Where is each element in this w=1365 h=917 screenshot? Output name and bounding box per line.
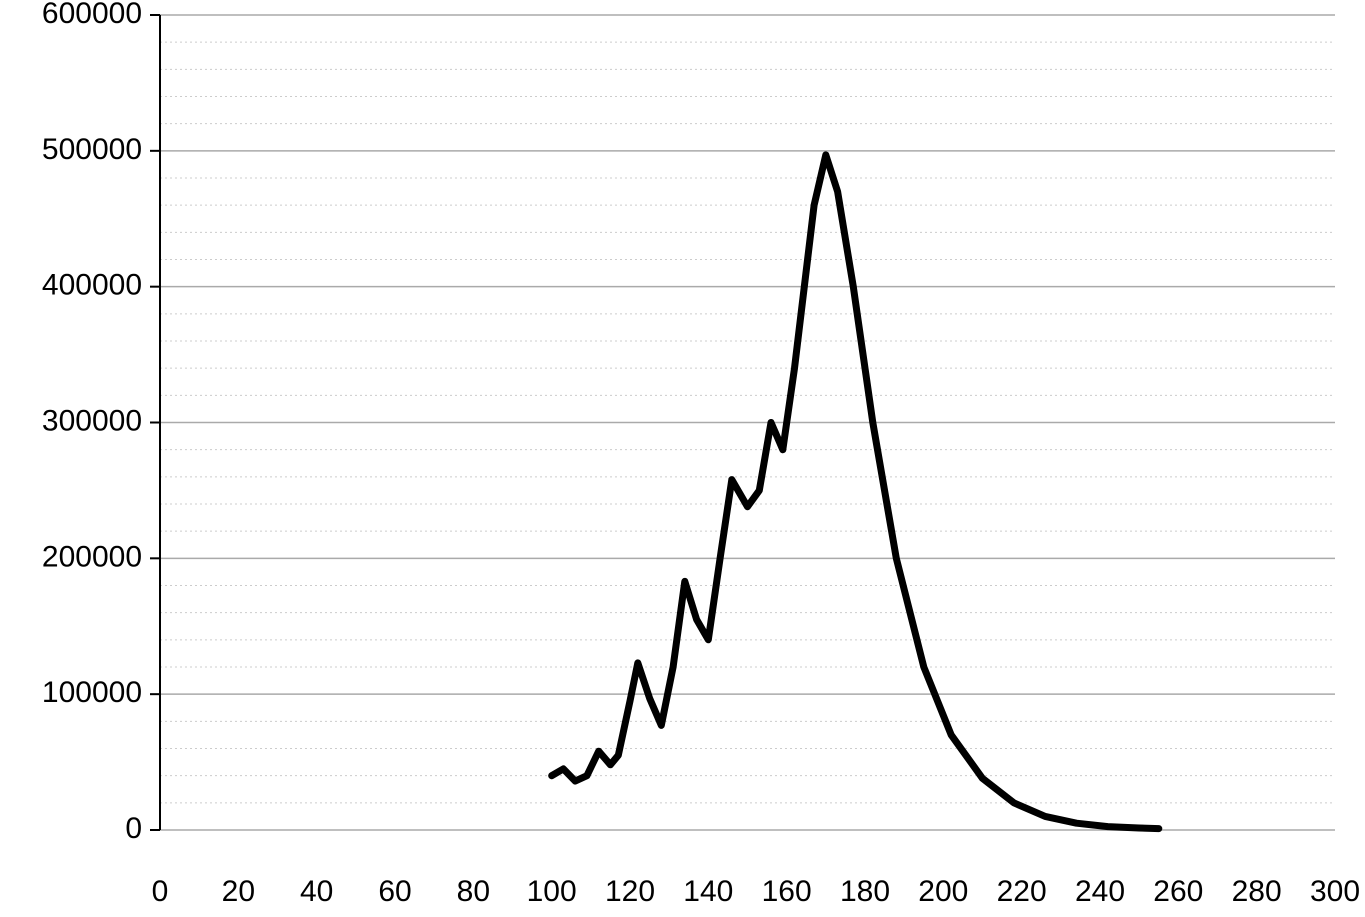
x-tick-label: 300 [1310, 875, 1360, 908]
x-tick-label: 80 [457, 875, 490, 908]
y-tick-label: 0 [125, 812, 142, 845]
y-tick-label: 100000 [42, 676, 142, 709]
x-tick-label: 20 [222, 875, 255, 908]
x-tick-label: 220 [997, 875, 1047, 908]
x-tick-label: 60 [378, 875, 411, 908]
x-tick-label: 120 [605, 875, 655, 908]
x-tick-label: 240 [1075, 875, 1125, 908]
chart-canvas: 0 100000 200000 300000 400000 500000 600000 0 20… [0, 0, 1365, 917]
y-tick-label: 400000 [42, 269, 142, 302]
x-tick-label: 160 [762, 875, 812, 908]
x-tick-label: 140 [683, 875, 733, 908]
x-tick-label: 260 [1153, 875, 1203, 908]
y-tick-label: 600000 [42, 0, 142, 30]
y-tick-label: 200000 [42, 540, 142, 573]
line-chart: 0 100000 200000 300000 400000 500000 600000 0 20… [0, 0, 1365, 917]
x-tick-label: 280 [1232, 875, 1282, 908]
x-tick-label: 40 [300, 875, 333, 908]
y-tick-label: 500000 [42, 133, 142, 166]
x-tick-label: 100 [527, 875, 577, 908]
x-tick-label: 180 [840, 875, 890, 908]
y-tick-label: 300000 [42, 404, 142, 437]
x-tick-label: 0 [152, 875, 169, 908]
x-tick-label: 200 [918, 875, 968, 908]
